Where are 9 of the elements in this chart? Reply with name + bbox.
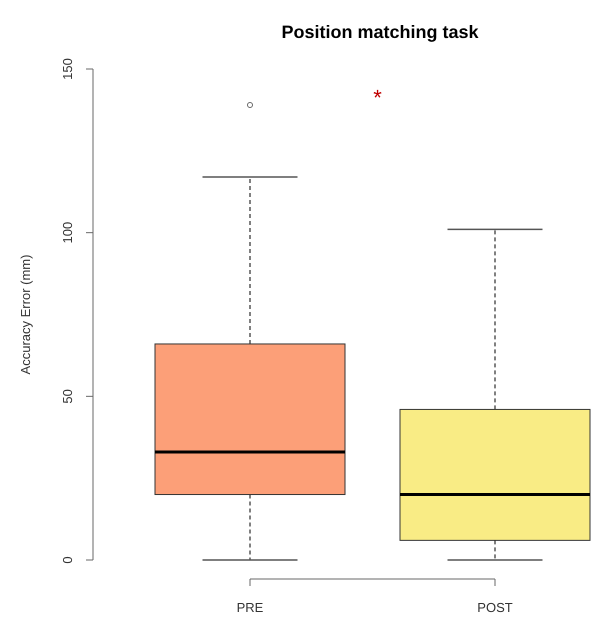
y-axis-title: Accuracy Error (mm) [18,254,33,374]
y-tick-label: 0 [60,556,75,564]
y-tick-label: 50 [60,389,75,404]
chart-title: Position matching task [281,22,480,42]
annotation: * [373,85,382,110]
x-tick-label: PRE [236,600,264,615]
y-tick-label: 100 [60,222,75,244]
y-tick-label: 150 [60,58,75,80]
x-tick-label: POST [477,600,513,615]
